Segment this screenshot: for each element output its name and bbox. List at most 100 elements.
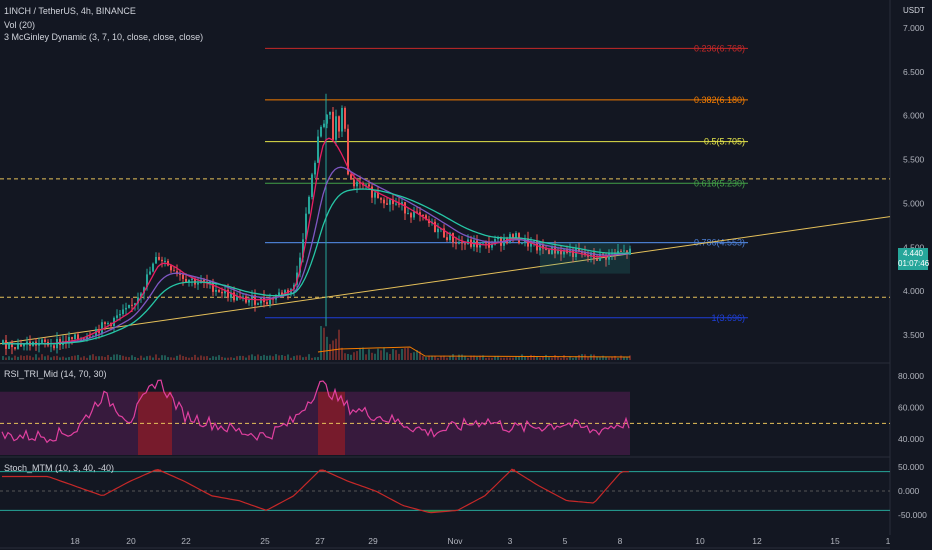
candle-body <box>434 221 436 233</box>
time-tick-label: 12 <box>752 536 762 546</box>
volume-bar <box>398 353 400 360</box>
volume-bar <box>392 349 394 360</box>
candle-body <box>584 252 586 256</box>
candle-body <box>446 237 448 241</box>
candle-body <box>395 203 397 205</box>
volume-bar <box>482 355 484 360</box>
candle-body <box>242 296 244 298</box>
volume-bar <box>620 355 622 360</box>
candle-body <box>107 323 109 325</box>
fib-retracement[interactable]: 0.236(6.768) 0.382(6.180) 0.5(5.705) 0.618(… <box>265 43 748 323</box>
symbol-title[interactable]: 1INCH / TetherUS, 4h, BINANCE <box>4 6 136 16</box>
mcginley-legend[interactable]: 3 McGinley Dynamic (3, 7, 10, close, clo… <box>4 32 204 42</box>
stoch-legend[interactable]: Stoch_MTM (10, 3, 40, -40) <box>4 463 115 473</box>
candle-body <box>380 198 382 200</box>
volume-bar <box>446 357 448 360</box>
candle-body <box>437 228 439 233</box>
volume-bar <box>38 357 40 360</box>
candle-body <box>68 337 70 344</box>
candle-body <box>146 274 148 288</box>
volume-bar <box>425 357 427 360</box>
time-tick-label: 5 <box>563 536 568 546</box>
volume-bar <box>125 356 127 360</box>
current-price-badge: 4.440 01:07:46 <box>898 248 930 270</box>
volume-bar <box>503 357 505 360</box>
candle-body <box>119 314 121 316</box>
candle-body <box>335 116 337 140</box>
volume-bar <box>2 356 4 360</box>
vol-legend[interactable]: Vol (20) <box>4 20 36 30</box>
stoch-ob-fill <box>155 470 158 472</box>
volume-bar <box>236 356 238 360</box>
volume-bar <box>326 336 328 360</box>
volume-bar <box>449 356 451 360</box>
candle-body <box>608 253 610 260</box>
volume-bar <box>437 357 439 360</box>
volume-bar <box>527 356 529 360</box>
volume-bar <box>329 344 331 360</box>
stoch-tick-label: -50.000 <box>898 510 927 520</box>
volume-bar <box>497 355 499 360</box>
volume-bar <box>452 354 454 360</box>
rsi-tick-label: 60.000 <box>898 403 924 413</box>
candle-body <box>401 202 403 205</box>
stoch-os-fill <box>428 510 431 513</box>
candle-body <box>347 128 349 175</box>
volume-bar <box>356 351 358 360</box>
candle-body <box>374 192 376 198</box>
candle-body <box>365 184 367 186</box>
trendline[interactable] <box>0 216 891 345</box>
volume-bar <box>194 354 196 360</box>
volume-bar <box>98 356 100 360</box>
stoch-os-fill <box>434 510 437 513</box>
countdown-value: 01:07:46 <box>898 259 930 268</box>
candle-body <box>344 108 346 129</box>
volume-bar <box>275 354 277 360</box>
candle-body <box>221 291 223 294</box>
candle-body <box>41 339 43 343</box>
candle-body <box>581 251 583 253</box>
volume-bar <box>245 357 247 360</box>
time-tick-label: 18 <box>70 536 80 546</box>
volume-bar <box>59 357 61 360</box>
mcginley-mid-line <box>2 166 630 345</box>
volume-bar <box>182 356 184 360</box>
volume-bar <box>305 356 307 360</box>
volume-bar <box>359 347 361 360</box>
volume-bar <box>458 354 460 360</box>
candle-body <box>572 249 574 258</box>
candle-body <box>314 162 316 175</box>
candle-body <box>443 228 445 238</box>
volume-bar <box>500 357 502 360</box>
candle-body <box>323 123 325 127</box>
volume-bar <box>92 354 94 360</box>
candle-body <box>512 234 514 239</box>
candle-body <box>305 213 307 240</box>
rsi-legend[interactable]: RSI_TRI_Mid (14, 70, 30) <box>4 369 107 379</box>
time-tick-label: 22 <box>181 536 191 546</box>
volume-bar <box>272 356 274 360</box>
candle-body <box>560 250 562 255</box>
candle-body <box>149 271 151 275</box>
volume-bar <box>44 356 46 360</box>
volume-bar <box>488 357 490 360</box>
volume-bar <box>419 351 421 360</box>
time-tick-label: 3 <box>508 536 513 546</box>
volume-bar <box>377 348 379 360</box>
volume-bar <box>374 353 376 360</box>
candle-body <box>308 196 310 214</box>
volume-bar <box>539 357 541 360</box>
stoch-os-fill <box>440 510 443 512</box>
fib-label: 0.5(5.705) <box>704 137 745 147</box>
candle-body <box>425 215 427 220</box>
candle-body <box>515 233 517 239</box>
volume-bar <box>626 357 628 360</box>
candle-body <box>332 111 334 140</box>
volume-bar <box>137 357 139 360</box>
volume-bar <box>167 357 169 360</box>
volume-bar <box>227 357 229 360</box>
candle-body <box>197 282 199 285</box>
candle-body <box>416 211 418 213</box>
candle-body <box>44 339 46 342</box>
